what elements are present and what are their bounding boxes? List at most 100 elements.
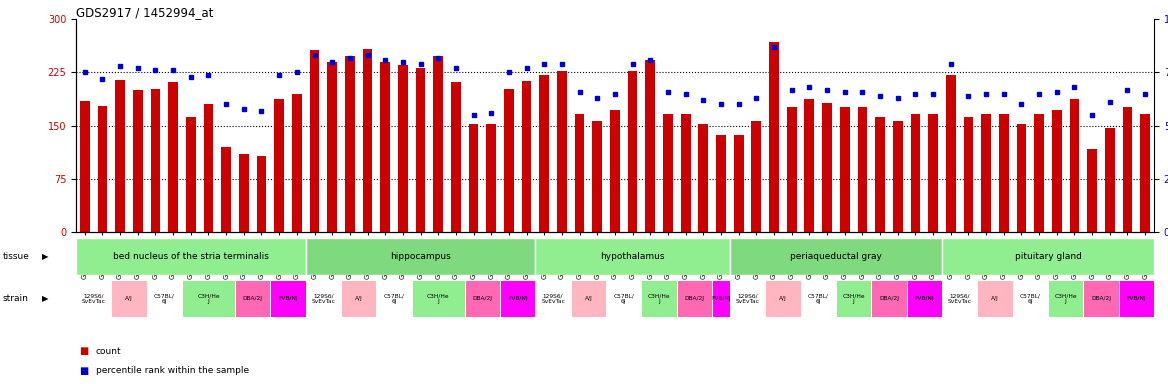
Bar	[292, 94, 301, 232]
Bar	[787, 107, 797, 232]
Bar	[730, 280, 765, 317]
Bar	[411, 280, 465, 317]
Text: A/J: A/J	[992, 296, 999, 301]
Bar	[1140, 114, 1150, 232]
Bar	[730, 238, 941, 275]
Text: DBA/2J: DBA/2J	[684, 296, 704, 301]
Text: C57BL/
6J: C57BL/ 6J	[808, 293, 828, 304]
Bar	[676, 280, 712, 317]
Bar	[79, 101, 90, 232]
Bar	[698, 124, 708, 232]
Bar	[133, 90, 142, 232]
Bar	[557, 71, 566, 232]
Bar	[871, 280, 906, 317]
Text: A/J: A/J	[584, 296, 592, 301]
Text: C3H/He
J: C3H/He J	[648, 293, 670, 304]
Bar	[716, 135, 725, 232]
Text: C3H/He
J: C3H/He J	[197, 293, 220, 304]
Text: C57BL/
6J: C57BL/ 6J	[154, 293, 175, 304]
Bar	[310, 50, 319, 232]
Bar	[451, 82, 460, 232]
Text: 129S6/
SvEvTac: 129S6/ SvEvTac	[82, 293, 105, 304]
Bar	[646, 60, 655, 232]
Text: FVB/NJ: FVB/NJ	[278, 296, 298, 301]
Bar	[751, 121, 762, 232]
Bar	[468, 124, 479, 232]
Bar	[978, 280, 1013, 317]
Text: 129S6/
SvEvTac: 129S6/ SvEvTac	[541, 293, 565, 304]
Bar	[571, 280, 606, 317]
Bar	[606, 280, 641, 317]
Bar	[168, 82, 178, 232]
Bar	[1013, 280, 1048, 317]
Bar	[151, 89, 160, 232]
Bar	[857, 107, 867, 232]
Text: FVB/NJ: FVB/NJ	[915, 296, 934, 301]
Text: percentile rank within the sample: percentile rank within the sample	[96, 366, 249, 375]
Bar	[221, 147, 231, 232]
Text: 129S6/
SvEvTac: 129S6/ SvEvTac	[736, 293, 759, 304]
Text: strain: strain	[2, 294, 28, 303]
Bar	[946, 74, 955, 232]
Bar	[800, 280, 836, 317]
Bar	[116, 79, 125, 232]
Bar	[840, 107, 849, 232]
Text: C57BL/
6J: C57BL/ 6J	[1020, 293, 1041, 304]
Bar	[1083, 280, 1119, 317]
Bar	[186, 116, 196, 232]
Bar	[663, 114, 673, 232]
Bar	[416, 68, 425, 232]
Text: count: count	[96, 347, 121, 356]
Text: ■: ■	[79, 366, 89, 376]
Bar	[1122, 107, 1132, 232]
Bar	[734, 135, 744, 232]
Bar	[875, 117, 885, 232]
Bar	[341, 280, 376, 317]
Bar	[147, 280, 182, 317]
Bar	[345, 56, 355, 232]
Text: ▶: ▶	[42, 294, 49, 303]
Bar	[712, 280, 730, 317]
Bar	[941, 280, 978, 317]
Bar	[1034, 114, 1044, 232]
Bar	[906, 280, 941, 317]
Bar	[911, 114, 920, 232]
Bar	[805, 99, 814, 232]
Text: DBA/2J: DBA/2J	[878, 296, 899, 301]
Bar	[500, 280, 535, 317]
Text: A/J: A/J	[779, 296, 787, 301]
Text: DBA/2J: DBA/2J	[472, 296, 493, 301]
Text: FVB/NJ: FVB/NJ	[1126, 296, 1146, 301]
Bar	[306, 238, 535, 275]
Bar	[505, 89, 514, 232]
Bar	[203, 104, 214, 232]
Text: ▶: ▶	[42, 252, 49, 261]
Bar	[575, 114, 584, 232]
Bar	[486, 124, 496, 232]
Bar	[592, 121, 603, 232]
Text: hypothalamus: hypothalamus	[600, 252, 665, 261]
Bar	[964, 117, 973, 232]
Bar	[681, 114, 690, 232]
Bar	[239, 154, 249, 232]
Text: GDS2917 / 1452994_at: GDS2917 / 1452994_at	[76, 6, 214, 19]
Text: 129S6/
SvEvTac: 129S6/ SvEvTac	[947, 293, 972, 304]
Bar	[257, 156, 266, 232]
Bar	[465, 280, 500, 317]
Bar	[363, 49, 373, 232]
Bar	[1087, 149, 1097, 232]
Bar	[641, 280, 676, 317]
Bar	[999, 114, 1009, 232]
Bar	[1119, 280, 1154, 317]
Bar	[981, 114, 990, 232]
Bar	[111, 280, 147, 317]
Bar	[535, 280, 571, 317]
Text: FVB/NJ: FVB/NJ	[508, 296, 528, 301]
Bar	[892, 121, 903, 232]
Bar	[1105, 128, 1114, 232]
Bar	[398, 65, 408, 232]
Bar	[941, 238, 1154, 275]
Text: FVB/NJ: FVB/NJ	[711, 296, 731, 301]
Bar	[270, 280, 306, 317]
Bar	[770, 42, 779, 232]
